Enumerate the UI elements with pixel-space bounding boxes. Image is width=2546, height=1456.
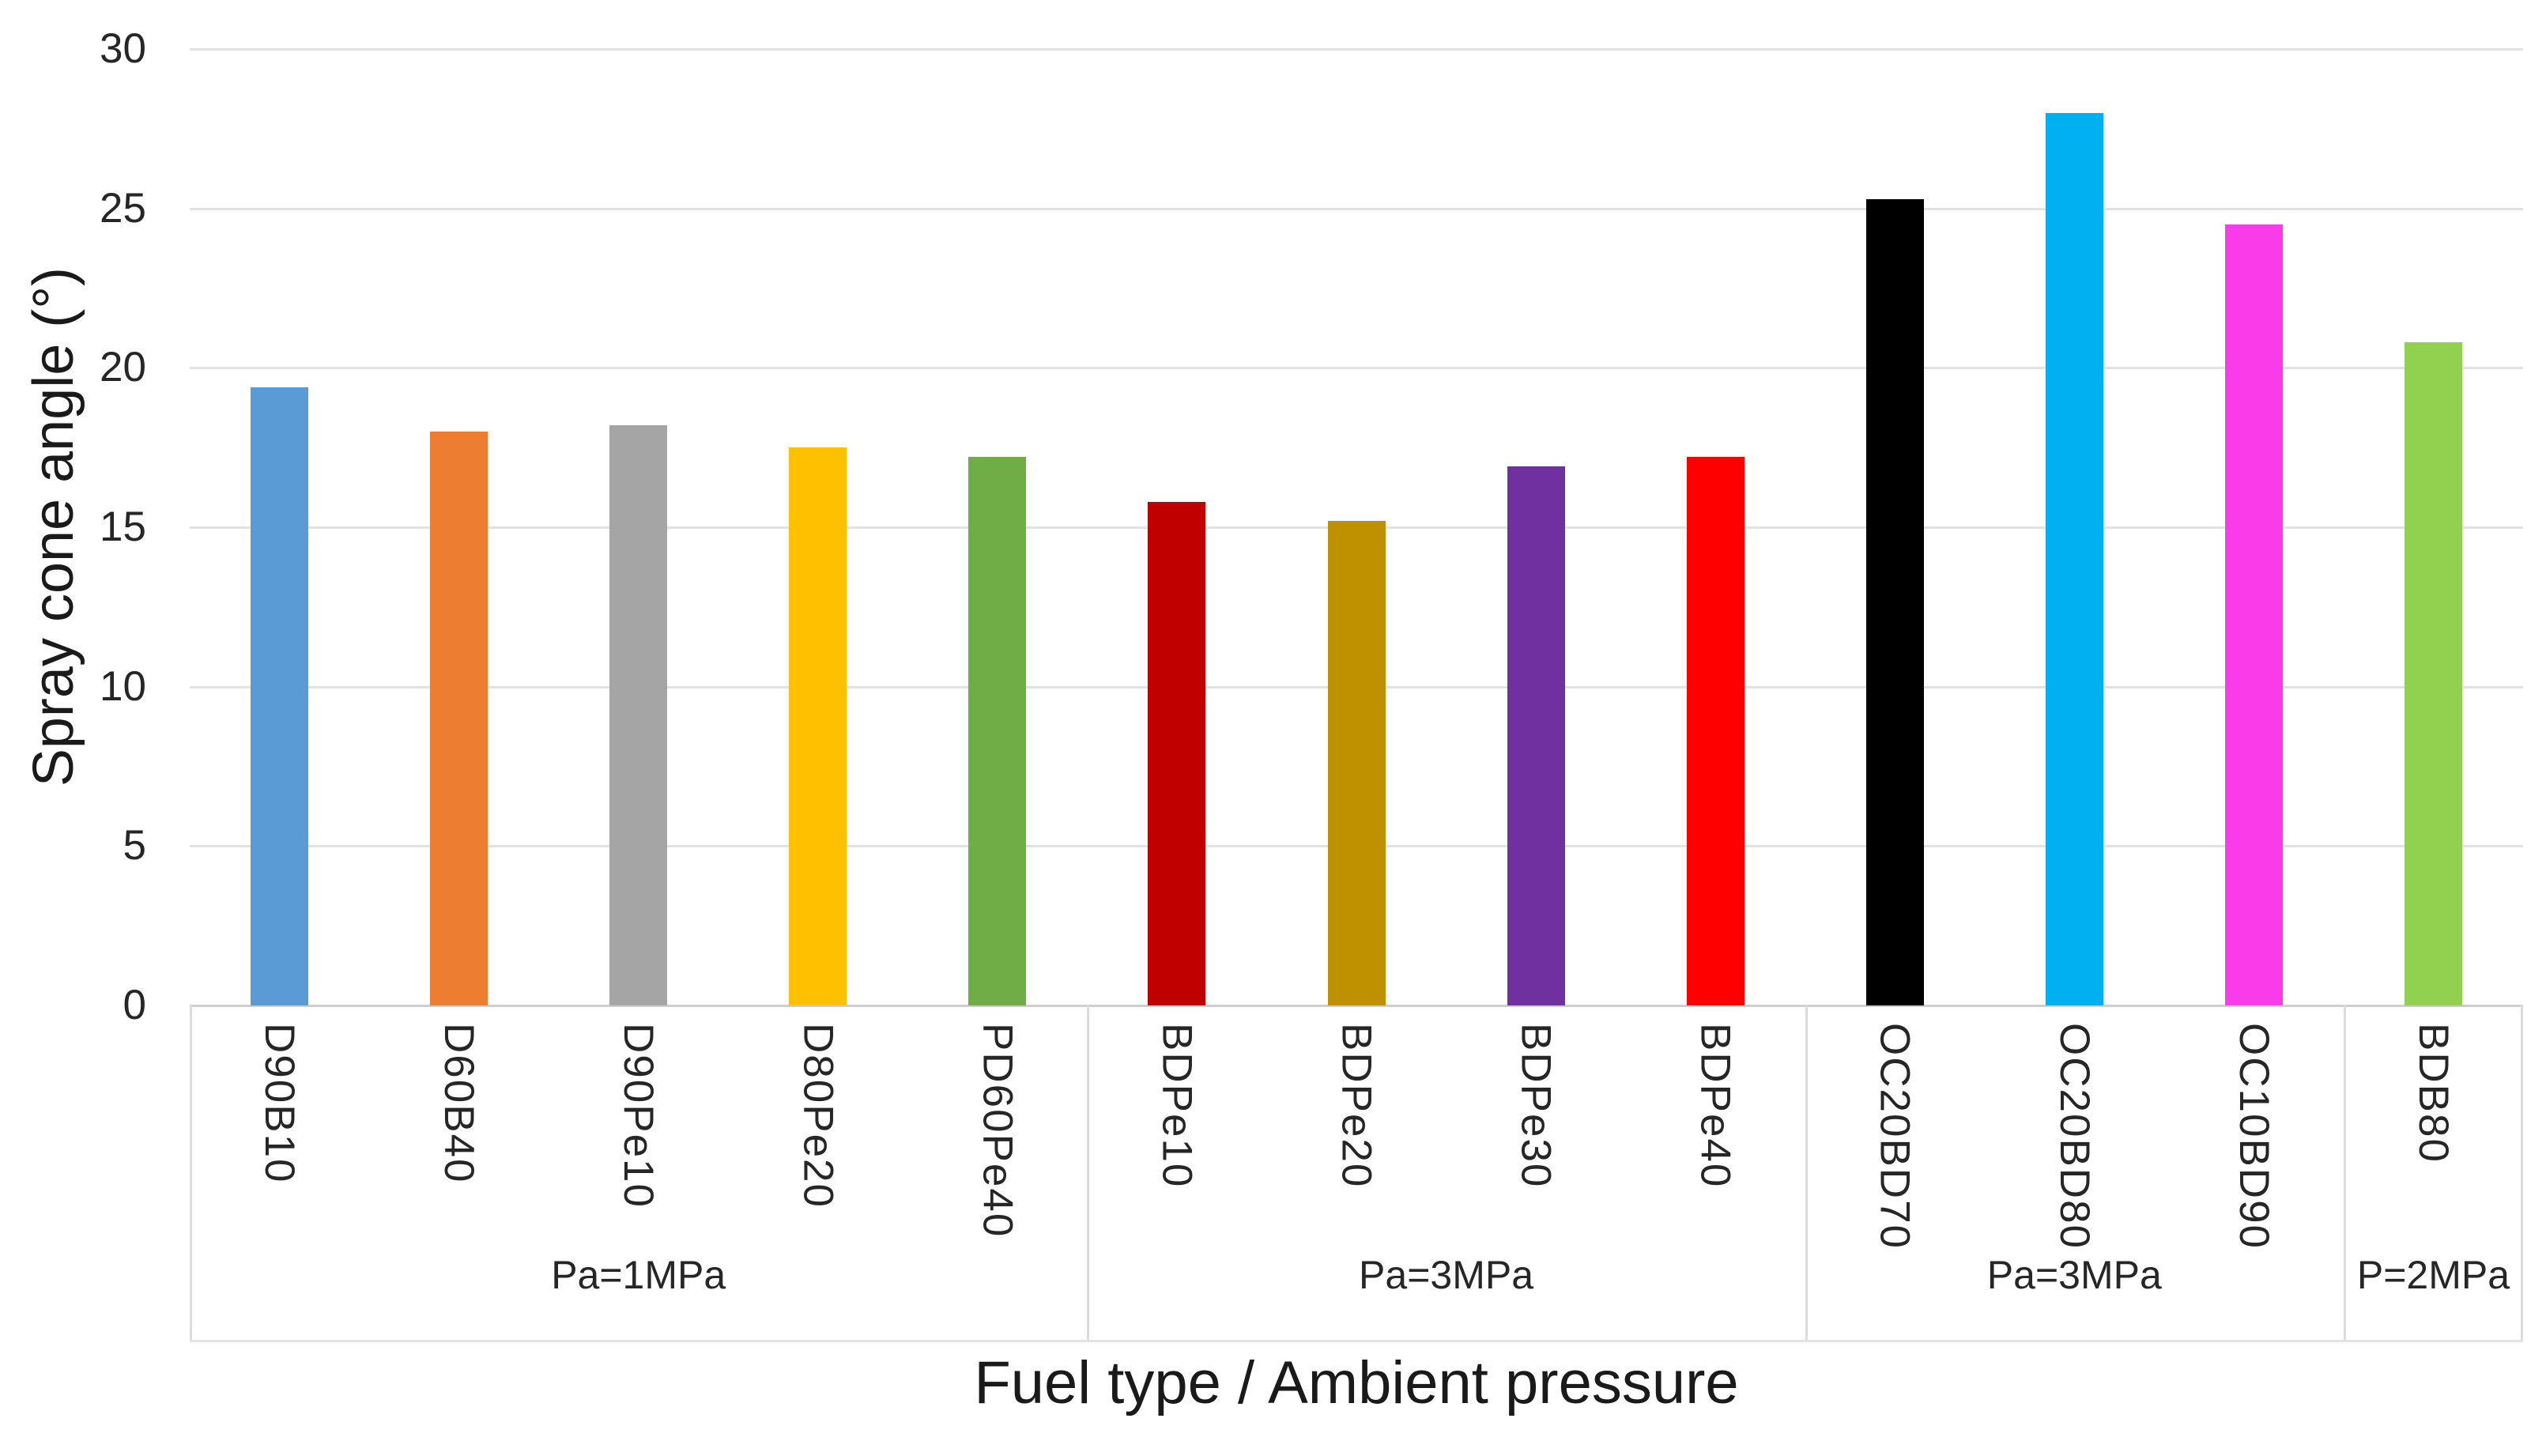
group-divider: [1805, 1005, 1808, 1342]
bar-D90B10: [251, 387, 309, 1005]
bar-D80Pe20: [789, 447, 847, 1005]
bar-BDPe20: [1327, 520, 1386, 1005]
category-label-text: D90Pe10: [615, 1023, 662, 1209]
group-divider: [2343, 1005, 2346, 1342]
y-tick-label: 5: [123, 822, 146, 869]
category-label-OC20BD80: OC20BD80: [1985, 1023, 2164, 1250]
category-axis-area: D90B10 D60B40 D90Pe10 D80Pe20 PD60Pe40 BDPe10…: [190, 1005, 2523, 1342]
category-label-text: OC20BD80: [2050, 1023, 2098, 1250]
group-label-3: P=2MPa: [2356, 1253, 2510, 1297]
category-label-text: BDPe40: [1692, 1023, 1739, 1189]
bar-D60B40: [430, 432, 488, 1005]
category-label-text: D90B10: [256, 1023, 304, 1184]
category-label-BDB80: BDB80: [2344, 1023, 2523, 1164]
category-label-PD60Pe40: PD60Pe40: [907, 1023, 1087, 1238]
label-area-bottom-border: [190, 1340, 2523, 1342]
category-label-text: PD60Pe40: [974, 1023, 1021, 1239]
bar-BDB80: [2404, 342, 2462, 1005]
category-label-BDPe10: BDPe10: [1087, 1023, 1266, 1188]
gridline: [190, 48, 2523, 51]
category-label-text: D80Pe20: [794, 1023, 842, 1209]
bar-D90Pe10: [609, 424, 668, 1005]
bar-OC20BD70: [1865, 198, 1924, 1005]
category-label-text: OC10BD90: [2230, 1023, 2277, 1250]
category-label-D60B40: D60B40: [369, 1023, 549, 1184]
plot-area: [190, 48, 2523, 1007]
bar-OC10BD90: [2224, 224, 2283, 1005]
y-tick-label: 0: [123, 982, 146, 1028]
category-label-text: D60B40: [436, 1023, 483, 1184]
x-axis-line: [190, 1005, 2523, 1007]
category-label-text: BDPe20: [1333, 1023, 1380, 1189]
bar-PD60Pe40: [968, 457, 1027, 1005]
x-axis-title: Fuel type / Ambient pressure: [974, 1349, 1739, 1416]
group-divider: [2521, 1005, 2523, 1342]
bar-OC20BD80: [2045, 112, 2103, 1005]
category-label-D90B10: D90B10: [190, 1023, 369, 1184]
group-label-0: Pa=1MPa: [551, 1253, 726, 1297]
category-label-D90Pe10: D90Pe10: [549, 1023, 728, 1209]
y-tick-label: 10: [100, 662, 146, 710]
y-tick-label: 25: [100, 184, 146, 232]
group-label-2: Pa=3MPa: [1986, 1253, 2162, 1297]
bar-BDPe30: [1507, 466, 1565, 1005]
group-divider: [1087, 1005, 1090, 1342]
category-label-BDPe40: BDPe40: [1626, 1023, 1805, 1188]
category-label-text: BDB80: [2409, 1023, 2457, 1164]
gridline: [190, 207, 2523, 210]
category-label-text: OC20BD70: [1871, 1023, 1918, 1250]
category-label-OC20BD70: OC20BD70: [1805, 1023, 1985, 1250]
category-label-BDPe30: BDPe30: [1447, 1023, 1626, 1188]
category-label-text: BDPe10: [1153, 1023, 1201, 1189]
group-divider: [190, 1005, 192, 1342]
y-tick-label: 20: [100, 344, 146, 391]
y-tick-label: 30: [100, 25, 146, 72]
y-tick-label: 15: [100, 504, 146, 550]
gridline: [190, 367, 2523, 370]
category-label-OC10BD90: OC10BD90: [2164, 1023, 2344, 1250]
category-label-text: BDPe30: [1512, 1023, 1560, 1189]
group-label-1: Pa=3MPa: [1359, 1253, 1534, 1297]
bar-BDPe10: [1148, 501, 1206, 1005]
category-label-BDPe20: BDPe20: [1266, 1023, 1446, 1188]
category-label-D80Pe20: D80Pe20: [728, 1023, 907, 1209]
bar-BDPe40: [1686, 457, 1744, 1005]
